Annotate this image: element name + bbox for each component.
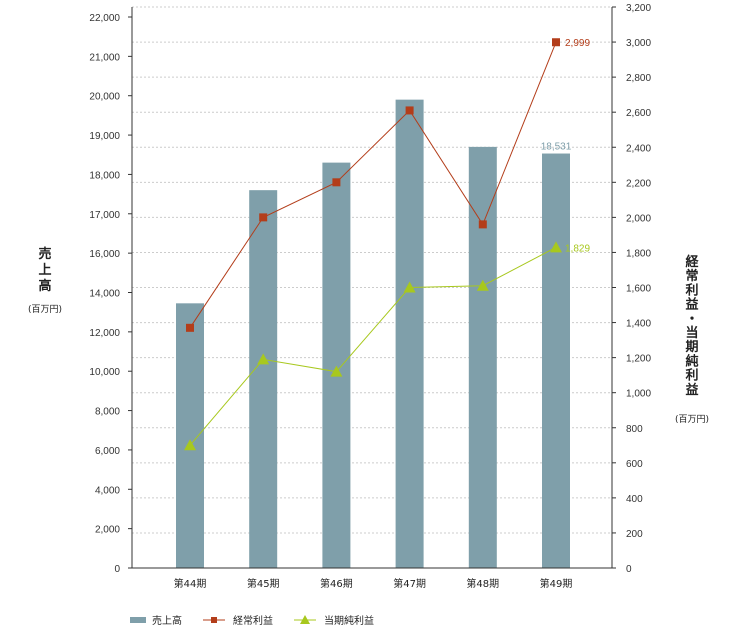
bar-第46期 <box>322 162 351 568</box>
right-tick-label: 1,800 <box>626 248 651 259</box>
line-当期純利益 <box>189 246 557 446</box>
line-経常利益 <box>189 42 557 329</box>
right-tick-label: 3,000 <box>626 38 651 49</box>
legend-swatch-売上高 <box>130 617 146 623</box>
data-label-経常利益: 2,999 <box>565 38 590 49</box>
left-tick-label: 14,000 <box>89 289 120 300</box>
left-tick-label: 10,000 <box>89 367 120 378</box>
right-tick-label: 2,000 <box>626 213 651 224</box>
left-tick-label: 21,000 <box>89 52 120 63</box>
left-axis-unit: (百万円) <box>28 304 62 315</box>
right-axis-ticks: 0 200 400 600 800 1,000 1,200 1,400 1,600 1,800 2,… <box>612 3 651 575</box>
right-title-char: 利 <box>685 282 698 298</box>
right-tick-label: 2,600 <box>626 108 651 119</box>
right-title-char: 利 <box>685 368 698 384</box>
point-当期純利益-第49期 <box>550 241 562 253</box>
right-tick-label: 400 <box>626 494 643 505</box>
left-title-char: 高 <box>38 278 51 294</box>
category-label: 第47期 <box>393 577 426 590</box>
left-axis-title: 売上高 (百万円) <box>28 246 62 315</box>
right-tick-label: 200 <box>626 529 643 540</box>
point-当期純利益-第45期 <box>257 353 270 365</box>
point-当期純利益-第44期 <box>184 439 196 451</box>
left-tick-label: 12,000 <box>89 328 120 339</box>
bar-第45期 <box>249 190 278 568</box>
right-tick-label: 800 <box>626 424 643 435</box>
category-label: 第44期 <box>174 577 207 590</box>
bar-series-sales <box>176 99 570 569</box>
left-tick-label: 0 <box>114 564 120 575</box>
legend-label-経常利益: 経常利益 <box>233 614 273 627</box>
legend-label-当期純利益: 当期純利益 <box>324 614 374 627</box>
right-title-char: 純 <box>685 353 698 369</box>
data-labels: 18,531 2,999 1,829 <box>541 38 591 254</box>
right-tick-label: 1,400 <box>626 319 651 330</box>
legend: 売上高 経常利益 当期純利益 <box>130 614 374 627</box>
left-tick-label: 18,000 <box>89 170 120 181</box>
left-axis-ticks: 22,000 21,000 20,000 19,000 18,000 17,000 16,0… <box>89 13 132 575</box>
right-title-char: 期 <box>685 340 698 355</box>
point-経常利益-第47期 <box>405 106 414 115</box>
category-label: 第45期 <box>247 577 280 590</box>
left-title-char: 上 <box>38 263 51 278</box>
gridlines <box>132 6 612 534</box>
right-title-char: 益 <box>685 382 698 398</box>
legend-marker-経常利益 <box>211 617 217 623</box>
category-label: 第49期 <box>540 577 573 590</box>
bar-第49期 <box>542 153 570 569</box>
point-経常利益-第46期 <box>332 178 341 187</box>
bar-第44期 <box>176 303 204 568</box>
left-tick-label: 2,000 <box>95 525 120 536</box>
left-tick-label: 6,000 <box>95 446 120 457</box>
right-tick-label: 600 <box>626 459 643 470</box>
right-axis-unit: (百万円) <box>675 414 709 425</box>
category-label: 第48期 <box>466 577 499 590</box>
right-tick-label: 2,800 <box>626 73 651 84</box>
right-title-char: 当 <box>685 325 698 341</box>
point-当期純利益-第46期 <box>330 365 343 377</box>
point-経常利益-第45期 <box>259 213 268 222</box>
right-tick-label: 3,200 <box>626 3 651 14</box>
right-tick-label: 2,400 <box>626 143 651 154</box>
point-当期純利益-第47期 <box>403 281 416 293</box>
left-tick-label: 17,000 <box>89 210 120 221</box>
category-labels: 第44期 第45期 第46期 第47期 第48期 第49期 <box>174 577 573 590</box>
data-label-当期純利益: 1,829 <box>565 243 590 254</box>
right-title-char: 経 <box>685 254 699 270</box>
left-tick-label: 19,000 <box>89 131 120 142</box>
right-title-char: 常 <box>685 268 698 284</box>
point-経常利益-第44期 <box>186 323 194 332</box>
right-tick-label: 0 <box>626 564 632 575</box>
data-label-売上高: 18,531 <box>541 142 572 153</box>
right-tick-label: 1,600 <box>626 284 651 295</box>
left-title-char: 売 <box>38 246 51 262</box>
right-tick-label: 2,200 <box>626 178 651 189</box>
point-経常利益-第49期 <box>552 38 560 47</box>
point-当期純利益-第48期 <box>476 279 489 291</box>
left-tick-label: 4,000 <box>95 485 120 496</box>
right-tick-label: 1,000 <box>626 389 651 400</box>
legend-marker-当期純利益 <box>300 615 310 624</box>
left-tick-label: 16,000 <box>89 249 120 260</box>
bar-第48期 <box>468 146 497 568</box>
category-label: 第46期 <box>320 577 353 590</box>
right-title-char: ・ <box>685 312 698 327</box>
legend-label-売上高: 売上高 <box>152 614 182 627</box>
point-経常利益-第48期 <box>478 220 487 229</box>
right-title-char: 益 <box>685 297 698 313</box>
right-tick-label: 1,200 <box>626 354 651 365</box>
left-tick-label: 22,000 <box>89 13 120 24</box>
left-tick-label: 20,000 <box>89 92 120 103</box>
line-series <box>184 38 562 451</box>
left-tick-label: 8,000 <box>95 407 120 418</box>
right-axis-title: 経常利益・当期純利益(百万円) <box>675 254 709 425</box>
bar-第47期 <box>395 99 424 569</box>
